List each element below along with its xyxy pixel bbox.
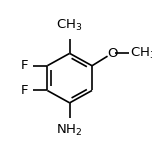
Text: O: O [107,47,117,60]
Text: CH$_3$: CH$_3$ [130,46,152,61]
Text: F: F [20,59,28,72]
Text: NH$_2$: NH$_2$ [56,123,83,138]
Text: CH$_3$: CH$_3$ [56,18,83,33]
Text: F: F [20,84,28,97]
